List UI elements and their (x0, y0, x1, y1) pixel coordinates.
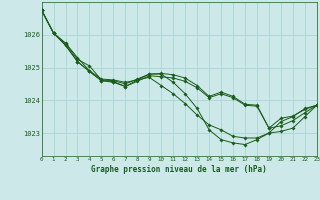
X-axis label: Graphe pression niveau de la mer (hPa): Graphe pression niveau de la mer (hPa) (91, 165, 267, 174)
